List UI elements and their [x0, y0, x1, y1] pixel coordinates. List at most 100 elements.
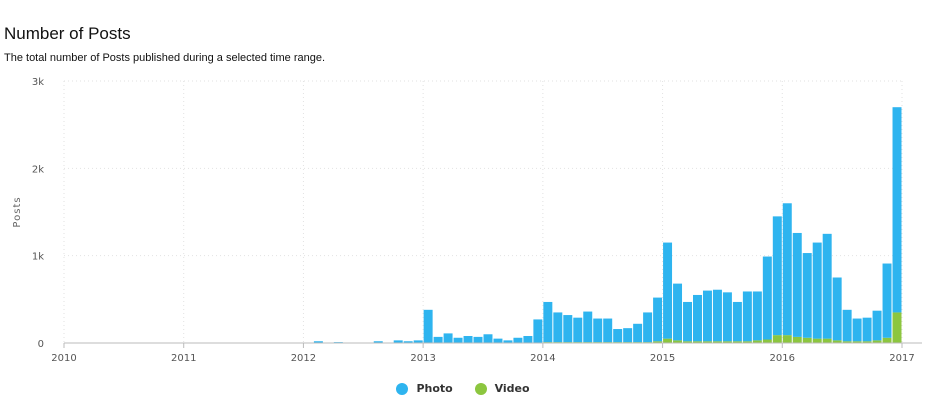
bar-photo[interactable]	[802, 253, 812, 338]
y-axis-label: Posts	[12, 196, 23, 227]
bar-video[interactable]	[752, 340, 762, 343]
bar-photo[interactable]	[433, 336, 443, 343]
legend-item-video[interactable]: Video	[474, 382, 530, 395]
bar-video[interactable]	[732, 341, 742, 343]
bar-video[interactable]	[892, 312, 902, 343]
bar-photo[interactable]	[782, 203, 792, 336]
bar-video[interactable]	[822, 338, 832, 343]
bar-video[interactable]	[673, 340, 683, 343]
bar-video[interactable]	[742, 341, 752, 343]
bar-photo[interactable]	[623, 328, 633, 343]
bar-photo[interactable]	[752, 291, 762, 341]
x-tick-label: 2011	[171, 353, 196, 364]
x-tick-label: 2010	[51, 353, 76, 364]
bar-video[interactable]	[712, 341, 722, 343]
bar-video[interactable]	[832, 340, 842, 343]
chart-axes: 0 1k 2k 3k 2010 2011 2012 2013 2014 2015 2016 2017	[32, 77, 922, 364]
bar-video[interactable]	[722, 341, 732, 343]
bar-photo[interactable]	[792, 232, 802, 337]
bar-video[interactable]	[693, 341, 702, 343]
chart-subtitle: The total number of Posts published duri…	[4, 52, 326, 64]
bar-photo[interactable]	[832, 277, 842, 341]
bar-photo[interactable]	[513, 337, 523, 343]
bar-video[interactable]	[782, 335, 792, 343]
bar-photo[interactable]	[872, 310, 882, 341]
bar-photo[interactable]	[593, 318, 603, 343]
bar-photo[interactable]	[413, 340, 423, 343]
bar-photo[interactable]	[772, 216, 782, 336]
bar-video[interactable]	[802, 337, 812, 343]
bar-photo[interactable]	[653, 297, 663, 342]
bar-photo[interactable]	[812, 242, 822, 339]
bar-video[interactable]	[862, 341, 872, 343]
bar-video[interactable]	[762, 339, 772, 343]
bar-photo[interactable]	[583, 311, 593, 343]
bar-photo[interactable]	[762, 256, 772, 340]
legend-dot-photo	[396, 382, 409, 395]
x-tick-label: 2016	[770, 353, 795, 364]
bar-photo[interactable]	[732, 301, 742, 342]
x-tick-label: 2014	[530, 353, 555, 364]
bar-photo[interactable]	[633, 323, 643, 343]
bar-photo[interactable]	[643, 312, 653, 343]
bar-photo[interactable]	[862, 317, 872, 342]
bar-photo[interactable]	[313, 341, 323, 343]
bar-photo[interactable]	[503, 340, 513, 343]
bar-video[interactable]	[792, 336, 802, 343]
x-tick-label: 2015	[650, 353, 675, 364]
bar-photo[interactable]	[423, 309, 433, 343]
bar-video[interactable]	[842, 341, 852, 343]
bar-photo[interactable]	[553, 312, 563, 343]
bar-photo[interactable]	[882, 263, 892, 338]
bar-photo[interactable]	[493, 338, 503, 343]
legend-label-photo: Photo	[416, 382, 453, 395]
bar-video[interactable]	[772, 335, 782, 343]
bar-video[interactable]	[812, 338, 822, 343]
bar-photo[interactable]	[373, 341, 383, 343]
bar-photo[interactable]	[403, 341, 413, 343]
bar-photo[interactable]	[663, 242, 673, 339]
y-tick-label: 1k	[32, 252, 44, 263]
bar-photo[interactable]	[523, 336, 533, 343]
bar-video[interactable]	[702, 341, 712, 343]
bar-photo[interactable]	[573, 317, 583, 343]
bar-photo[interactable]	[852, 318, 862, 342]
bar-video[interactable]	[653, 341, 663, 343]
bar-photo[interactable]	[453, 337, 463, 343]
bar-photo[interactable]	[443, 333, 453, 343]
bar-photo[interactable]	[892, 107, 902, 313]
bar-photo[interactable]	[533, 319, 543, 343]
bar-video[interactable]	[683, 341, 692, 343]
y-tick-label: 2k	[32, 164, 44, 175]
x-tick-label: 2013	[410, 353, 435, 364]
bar-photo[interactable]	[483, 334, 493, 343]
bar-video[interactable]	[663, 338, 673, 343]
legend-label-video: Video	[494, 382, 530, 395]
bar-photo[interactable]	[563, 315, 573, 343]
legend-dot-video	[474, 382, 487, 395]
bar-photo[interactable]	[473, 336, 483, 343]
bar-photo[interactable]	[393, 340, 403, 343]
legend-item-photo[interactable]: Photo	[396, 382, 453, 395]
bar-photo[interactable]	[722, 292, 732, 342]
bar-photo[interactable]	[543, 301, 553, 343]
bar-video[interactable]	[852, 341, 862, 343]
bar-photo[interactable]	[673, 283, 683, 341]
bar-photo[interactable]	[842, 309, 852, 342]
bar-photo[interactable]	[613, 329, 623, 343]
y-tick-label: 0	[38, 339, 44, 350]
y-tick-label: 3k	[32, 77, 44, 88]
bar-photo[interactable]	[712, 289, 722, 342]
bar-video[interactable]	[882, 337, 892, 343]
bar-photo[interactable]	[603, 318, 613, 343]
bar-photo[interactable]	[693, 294, 702, 342]
bar-photo[interactable]	[702, 290, 712, 342]
bar-photo[interactable]	[683, 301, 692, 342]
bar-photo[interactable]	[822, 233, 832, 339]
x-tick-label: 2012	[291, 353, 316, 364]
chart-bars	[313, 107, 902, 343]
bar-photo[interactable]	[742, 291, 752, 342]
bar-photo[interactable]	[463, 336, 473, 343]
bar-video[interactable]	[872, 340, 882, 343]
